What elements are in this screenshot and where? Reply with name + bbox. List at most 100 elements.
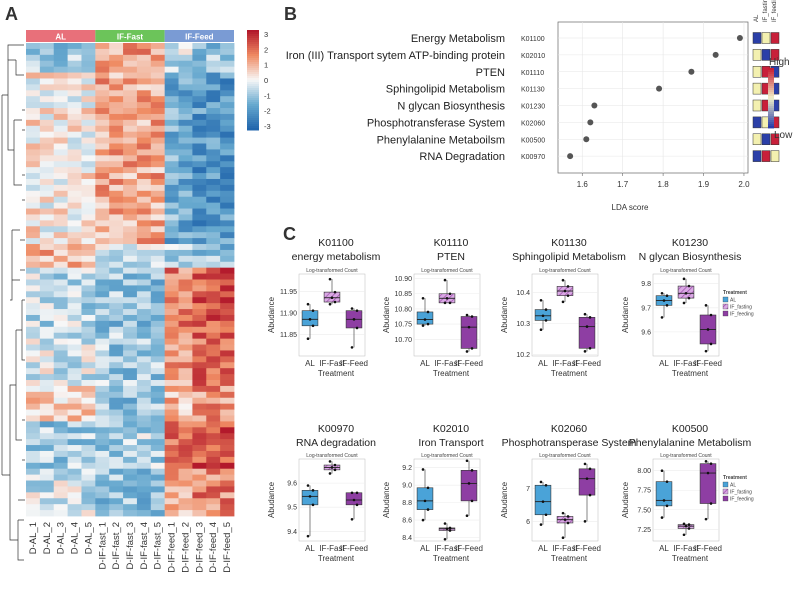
heatmap-cell — [220, 261, 235, 269]
heatmap-cell — [136, 510, 152, 517]
heatmap-cell — [81, 131, 96, 138]
heatmap-cell — [206, 54, 221, 62]
heatmap-cell — [39, 468, 55, 476]
boxplot-point — [660, 316, 664, 319]
boxplot-point — [709, 342, 713, 346]
heatmap-cell — [95, 439, 110, 446]
heatmap-cell — [81, 450, 96, 458]
heatmap-cell — [81, 249, 96, 257]
heatmap-cell — [67, 510, 82, 517]
boxplot-legend-label: IF_fasting — [730, 490, 752, 496]
boxplot-xtick: IF-Feed — [573, 544, 601, 553]
lda-tick-label: 1.7 — [617, 180, 629, 189]
heatmap-cell — [95, 54, 110, 62]
heatmap-cell — [206, 385, 221, 393]
heatmap-cell — [26, 344, 41, 351]
heatmap-cell — [164, 66, 179, 73]
heatmap-cell — [95, 415, 110, 422]
heatmap-cell — [206, 108, 221, 115]
heatmap-cell — [53, 504, 68, 511]
heatmap-cell — [53, 226, 68, 233]
heatmap-cell — [123, 48, 138, 56]
colorbar-segment — [247, 72, 259, 75]
heatmap-cell — [150, 196, 166, 204]
colorbar-segment — [247, 100, 259, 103]
boxplot-code: K00970 — [318, 423, 354, 435]
heatmap-cell — [81, 332, 96, 340]
boxplot-xtick: AL — [305, 359, 315, 368]
boxplot-name: RNA degradation — [296, 437, 376, 449]
heatmap-cell — [220, 161, 235, 168]
boxplot-point — [350, 307, 354, 310]
heatmap-cell — [192, 184, 207, 192]
heatmap-cell — [39, 238, 55, 245]
heatmap-cell — [178, 137, 193, 144]
heatmap-cell — [39, 297, 55, 304]
heatmap-cell — [67, 173, 82, 180]
lda-legend-segment — [768, 114, 774, 117]
boxplot-point — [333, 290, 337, 294]
heatmap-cell — [150, 368, 166, 375]
heatmap-cell — [150, 184, 166, 192]
heatmap-cell — [109, 285, 124, 292]
heatmap-cell — [109, 362, 124, 369]
heatmap-cell — [220, 202, 235, 209]
heatmap-cell — [206, 492, 221, 499]
heatmap-cell — [164, 320, 179, 328]
colorbar-segment — [247, 90, 259, 93]
heatmap-cell — [26, 60, 41, 68]
heatmap-cell — [26, 113, 41, 121]
heatmap-cell — [81, 409, 96, 416]
heatmap-cell — [109, 48, 124, 56]
heatmap-cell — [26, 90, 41, 97]
heatmap-cell — [136, 84, 152, 91]
heatmap-cell — [178, 409, 193, 416]
heatmap-cell — [109, 84, 124, 91]
heatmap-cell — [220, 149, 235, 156]
heatmap-cell — [136, 362, 152, 369]
lda-tick-label: 1.9 — [698, 180, 710, 189]
heatmap-cell — [26, 220, 41, 227]
heatmap-cell — [192, 102, 207, 109]
boxplot-legend-swatch — [722, 296, 729, 303]
heatmap-cell — [81, 456, 96, 464]
heatmap-cell — [81, 368, 96, 375]
heatmap-cell — [178, 456, 193, 464]
boxplot-xtick: AL — [538, 544, 548, 553]
boxplot-legend-label: AL — [730, 298, 736, 304]
heatmap-cell — [220, 326, 235, 334]
heatmap-cell — [53, 78, 68, 85]
heatmap-cell — [67, 320, 82, 328]
heatmap-cell — [192, 143, 207, 150]
group-label: IF-Feed — [185, 33, 214, 42]
heatmap-cell — [150, 238, 166, 245]
heatmap-cell — [178, 178, 193, 186]
heatmap-cell — [220, 332, 235, 340]
heatmap-cell — [109, 374, 124, 381]
heatmap-cell — [81, 480, 96, 487]
boxplot-point — [583, 520, 587, 523]
boxplot-point — [561, 278, 565, 282]
heatmap-cell — [39, 480, 55, 487]
boxplot-ytick: 9.4 — [287, 529, 297, 536]
heatmap-cell — [123, 214, 138, 221]
heatmap-cell — [136, 261, 152, 269]
heatmap-cell — [206, 486, 221, 493]
heatmap-cell — [39, 108, 55, 115]
heatmap-cell — [150, 261, 166, 269]
heatmap-cell — [81, 102, 96, 109]
heatmap-cell — [123, 303, 138, 310]
heatmap-cell — [136, 196, 152, 204]
heatmap-cell — [67, 415, 82, 422]
heatmap-cell — [123, 291, 138, 298]
heatmap-cell — [150, 125, 166, 133]
heatmap-cell — [109, 273, 124, 280]
heatmap-cell — [206, 167, 221, 174]
heatmap-cell — [95, 462, 110, 470]
heatmap-cell — [150, 113, 166, 121]
lda-col-header: AL — [754, 14, 760, 22]
colorbar-segment — [247, 106, 259, 109]
heatmap-cell — [67, 368, 82, 375]
heatmap-cell — [206, 220, 221, 227]
